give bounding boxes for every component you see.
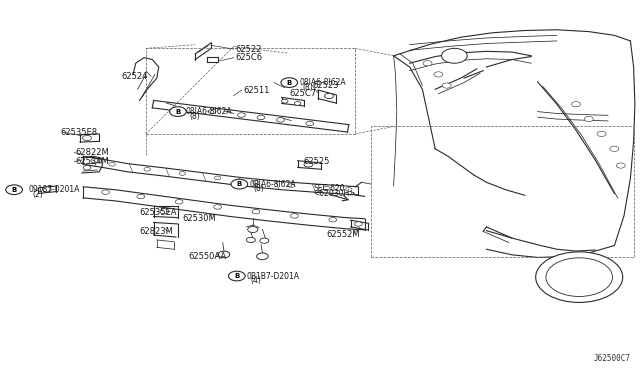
Circle shape — [572, 102, 580, 107]
Circle shape — [214, 205, 221, 209]
Circle shape — [288, 184, 294, 187]
Circle shape — [536, 252, 623, 302]
Circle shape — [102, 190, 109, 195]
Text: 62534M: 62534M — [76, 157, 109, 166]
Circle shape — [434, 72, 443, 77]
Circle shape — [304, 162, 313, 167]
Circle shape — [137, 194, 145, 199]
Text: SEC.620: SEC.620 — [314, 185, 345, 193]
Circle shape — [248, 227, 258, 232]
Text: 62530M: 62530M — [182, 214, 216, 223]
Circle shape — [329, 218, 337, 222]
Text: B: B — [234, 273, 239, 279]
Text: 08IA6-8I62A: 08IA6-8I62A — [250, 180, 296, 189]
Circle shape — [179, 171, 186, 175]
Text: B: B — [287, 80, 292, 86]
Text: 62550AA: 62550AA — [189, 252, 227, 261]
Text: 62524: 62524 — [122, 72, 148, 81]
Circle shape — [355, 222, 362, 226]
Circle shape — [83, 166, 91, 170]
Circle shape — [294, 102, 301, 105]
Circle shape — [6, 185, 22, 195]
Circle shape — [346, 187, 352, 191]
Circle shape — [91, 158, 99, 163]
Circle shape — [231, 179, 248, 189]
Text: 62535EA: 62535EA — [140, 208, 177, 217]
Circle shape — [42, 187, 51, 192]
Circle shape — [281, 78, 298, 87]
Circle shape — [442, 48, 467, 63]
Circle shape — [214, 176, 221, 180]
Circle shape — [257, 253, 268, 260]
Circle shape — [291, 214, 298, 218]
Text: 62823M: 62823M — [140, 227, 173, 236]
Circle shape — [323, 186, 330, 190]
Text: (8): (8) — [253, 185, 264, 193]
Text: 62522: 62522 — [236, 45, 262, 54]
Circle shape — [306, 121, 314, 126]
Text: 62523: 62523 — [312, 81, 339, 90]
Text: (4): (4) — [250, 276, 261, 285]
Text: 62552M: 62552M — [326, 230, 360, 239]
Text: (8): (8) — [303, 83, 314, 92]
Circle shape — [610, 146, 619, 151]
Circle shape — [423, 61, 432, 66]
Text: 625C7: 625C7 — [289, 89, 316, 98]
Circle shape — [209, 109, 216, 114]
Text: 08IA6-8I62A: 08IA6-8I62A — [300, 78, 346, 87]
Circle shape — [228, 271, 245, 281]
Circle shape — [144, 167, 150, 171]
Text: 0B1B7-D201A: 0B1B7-D201A — [246, 272, 300, 280]
Text: 09187-0201A: 09187-0201A — [28, 185, 79, 194]
Text: B: B — [237, 181, 242, 187]
Text: J62500C7: J62500C7 — [593, 354, 630, 363]
Circle shape — [324, 93, 333, 99]
Circle shape — [597, 131, 606, 137]
Text: B: B — [175, 109, 180, 115]
Circle shape — [257, 115, 265, 120]
Text: B: B — [12, 187, 17, 193]
Text: 08IA6-8I62A: 08IA6-8I62A — [186, 107, 232, 116]
Circle shape — [260, 238, 269, 243]
Circle shape — [160, 209, 169, 214]
Text: (2): (2) — [32, 190, 43, 199]
Text: 62525: 62525 — [303, 157, 330, 166]
Circle shape — [616, 163, 625, 168]
Text: 62535E8: 62535E8 — [61, 128, 98, 137]
Circle shape — [237, 113, 245, 117]
Circle shape — [246, 237, 255, 243]
Circle shape — [109, 162, 115, 166]
Circle shape — [175, 199, 183, 204]
Circle shape — [170, 107, 186, 116]
Circle shape — [282, 99, 288, 103]
Text: (8): (8) — [189, 112, 200, 121]
Circle shape — [442, 83, 451, 88]
Circle shape — [546, 258, 612, 296]
Text: 625C6: 625C6 — [236, 53, 262, 62]
Text: <62030H>: <62030H> — [314, 189, 356, 198]
Circle shape — [584, 116, 593, 122]
Circle shape — [252, 209, 260, 214]
Text: 62511: 62511 — [243, 86, 269, 94]
Circle shape — [253, 180, 259, 184]
Circle shape — [83, 135, 92, 141]
Circle shape — [218, 251, 230, 258]
Circle shape — [276, 118, 284, 122]
Text: 62822M: 62822M — [76, 148, 109, 157]
